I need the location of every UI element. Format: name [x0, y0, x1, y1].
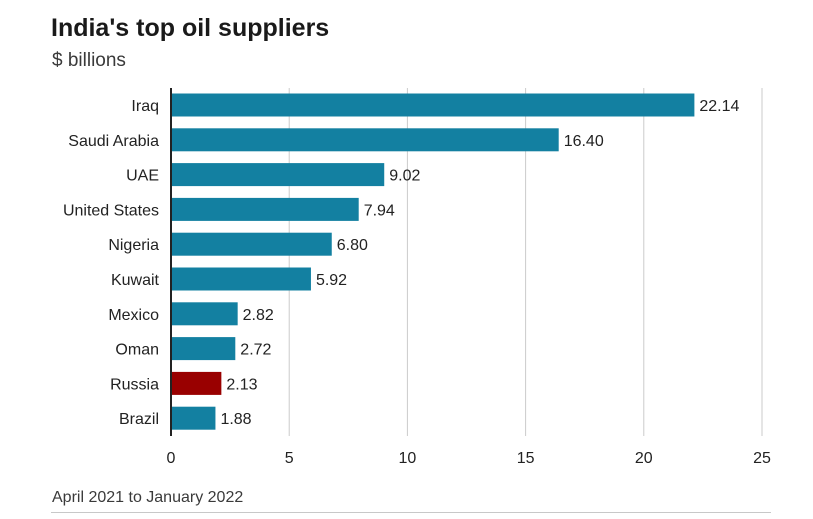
- bar-chart: Iraq 22.14 Saudi Arabia 16.40 UAE 9.02 United …: [63, 88, 771, 467]
- bar-mexico: [171, 302, 238, 326]
- bar-kuwait: [171, 267, 311, 291]
- value-label-nigeria: 6.80: [337, 237, 368, 254]
- category-label-kuwait: Kuwait: [111, 272, 160, 289]
- x-tick-label-5: 5: [285, 450, 294, 467]
- category-label-oman: Oman: [115, 342, 159, 359]
- bar-russia: [171, 371, 222, 395]
- value-label-oman: 2.72: [240, 342, 271, 359]
- x-tick-label-20: 20: [635, 450, 653, 467]
- category-label-united-states: United States: [63, 202, 159, 219]
- value-label-saudi-arabia: 16.40: [564, 133, 604, 150]
- bar-iraq: [171, 93, 695, 117]
- category-label-brazil: Brazil: [119, 411, 159, 428]
- value-label-russia: 2.13: [226, 376, 257, 393]
- chart-title: India's top oil suppliers: [51, 14, 330, 42]
- bar-nigeria: [171, 232, 332, 256]
- bar-brazil: [171, 406, 216, 430]
- x-tick-label-10: 10: [399, 450, 417, 467]
- x-tick-label-25: 25: [753, 450, 771, 467]
- chart-subtitle: $ billions: [52, 50, 126, 71]
- footnote: April 2021 to January 2022: [52, 489, 244, 506]
- category-label-nigeria: Nigeria: [108, 237, 159, 254]
- x-tick-label-15: 15: [517, 450, 535, 467]
- bar-oman: [171, 337, 236, 361]
- category-label-iraq: Iraq: [131, 98, 159, 115]
- category-label-uae: UAE: [126, 168, 159, 185]
- value-label-united-states: 7.94: [364, 202, 395, 219]
- value-label-uae: 9.02: [389, 168, 420, 185]
- bar-saudi-arabia: [171, 128, 559, 152]
- category-label-russia: Russia: [110, 376, 159, 393]
- category-label-mexico: Mexico: [108, 307, 159, 324]
- value-label-brazil: 1.88: [220, 411, 251, 428]
- footer-divider: [51, 512, 771, 513]
- bar-united-states: [171, 197, 359, 221]
- value-label-iraq: 22.14: [699, 98, 739, 115]
- x-tick-label-0: 0: [167, 450, 176, 467]
- bar-uae: [171, 163, 385, 187]
- value-label-mexico: 2.82: [243, 307, 274, 324]
- category-label-saudi-arabia: Saudi Arabia: [68, 133, 159, 150]
- value-label-kuwait: 5.92: [316, 272, 347, 289]
